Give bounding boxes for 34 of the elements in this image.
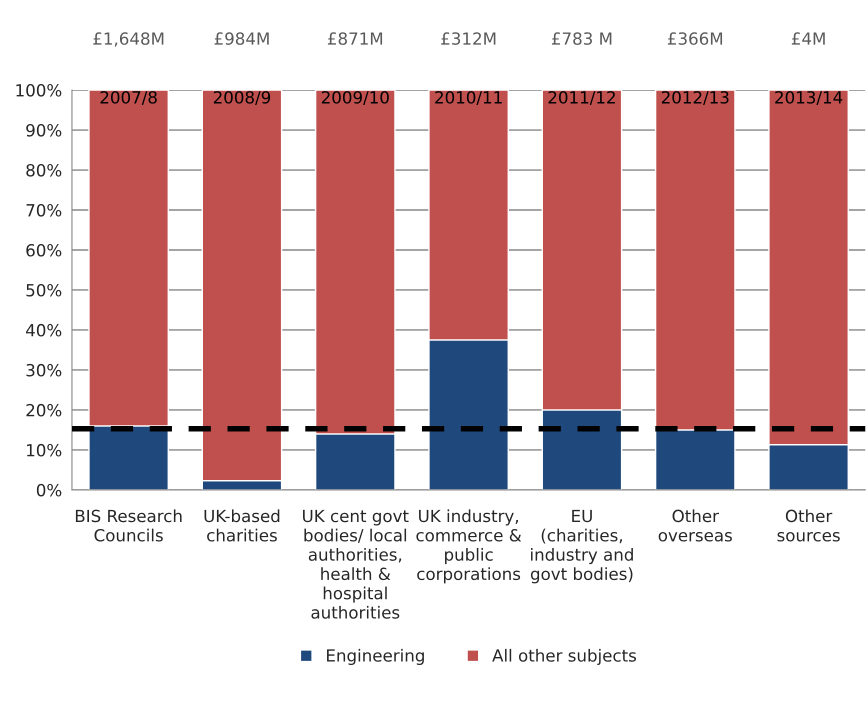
text: £4M: [792, 32, 825, 45]
y-tick-label: 20%: [26, 404, 62, 417]
y-tick-label: 70%: [26, 204, 62, 217]
y-tick-label: 50%: [26, 284, 62, 297]
annotation: 2007/8: [100, 91, 157, 105]
text: £366M: [668, 32, 722, 45]
annotation: 2013/14: [775, 91, 842, 105]
y-tick-label: 10%: [27, 444, 62, 456]
annotation: 2012/13: [662, 91, 729, 105]
legend-label: All other subjects: [492, 648, 636, 666]
y-tick-label: 90%: [26, 124, 62, 137]
x-tick-label: BIS Research Councils: [76, 509, 182, 542]
y-tick-label: 60%: [26, 244, 62, 257]
legend-label: Engineering: [327, 648, 424, 666]
y-tick-label: 0%: [36, 484, 62, 496]
text: £1,648M: [93, 32, 164, 47]
x-tick-label: UK-based charities: [204, 509, 280, 542]
x-tick-label: UK cent govt bodies/ local authorities, health & hospital authorities: [303, 510, 409, 619]
annotation: 2009/10: [322, 91, 389, 105]
annotation: 2010/11: [435, 91, 502, 105]
y-tick-label: 100%: [16, 84, 62, 97]
y-tick-label: 40%: [26, 324, 62, 337]
text: £783 M: [552, 32, 612, 45]
y-tick-label: 80%: [26, 164, 62, 177]
annotation: 2011/12: [548, 91, 615, 105]
x-tick-label: UK industry, commerce & public corporations: [416, 509, 522, 584]
text: £871M: [328, 32, 382, 45]
x-tick-label: Other sources: [777, 509, 840, 542]
x-tick-label: Other overseas: [658, 509, 732, 542]
text: £312M: [441, 32, 496, 45]
x-tick-label: EU (charities, industry and govt bodies): [530, 510, 633, 584]
text: £984M: [214, 32, 269, 45]
annotation: 2008/9: [214, 91, 270, 105]
y-tick-label: 30%: [26, 364, 62, 377]
